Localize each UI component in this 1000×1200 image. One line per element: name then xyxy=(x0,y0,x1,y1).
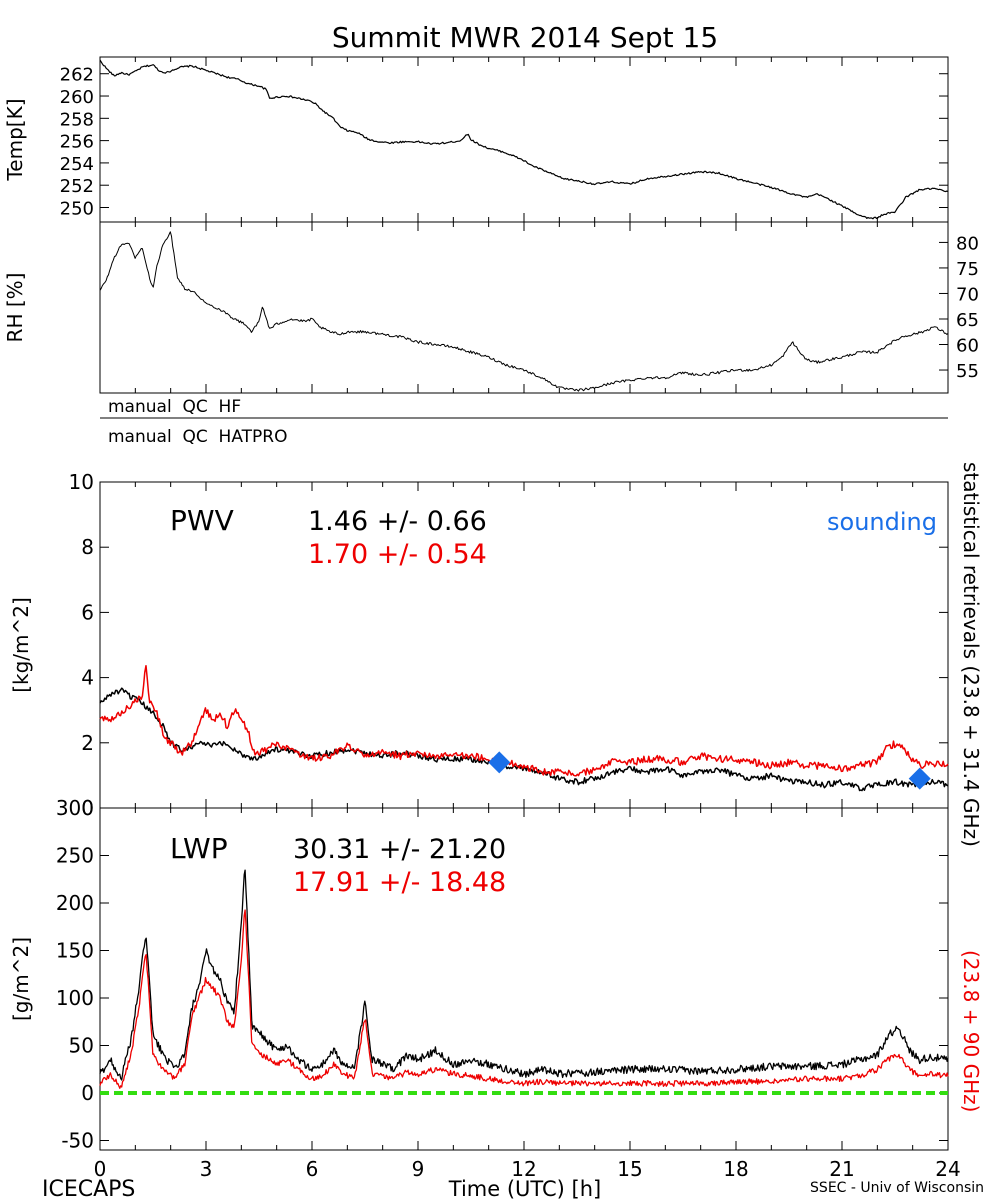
y-tick-label: -50 xyxy=(61,1129,94,1153)
series-line-black xyxy=(99,687,949,792)
figure-title: Summit MWR 2014 Sept 15 xyxy=(332,21,718,54)
series-line-red xyxy=(99,909,949,1089)
x-tick-label: 12 xyxy=(511,1157,536,1181)
x-tick-label: 15 xyxy=(617,1157,642,1181)
stat-red: 1.70 +/- 0.54 xyxy=(308,539,487,570)
y-axis-label: Temp[K] xyxy=(3,98,27,181)
y-tick-label: 250 xyxy=(56,844,94,868)
y-tick-label: 60 xyxy=(956,336,979,357)
y-tick-label: 10 xyxy=(69,470,94,494)
y-tick-label: 100 xyxy=(56,986,94,1010)
y-tick-label: 258 xyxy=(60,109,94,130)
x-tick-label: 24 xyxy=(935,1157,960,1181)
y-tick-label: 260 xyxy=(60,87,94,108)
y-tick-label: 0 xyxy=(81,1081,94,1105)
qc-label-hatpro: manual QC HATPRO xyxy=(108,427,287,447)
right-label-red: (23.8 + 90 GHz) xyxy=(959,950,983,1112)
stat-red: 17.91 +/- 18.48 xyxy=(293,867,506,898)
y-tick-label: 80 xyxy=(956,233,979,254)
y-tick-label: 262 xyxy=(60,65,94,86)
x-tick-label: 9 xyxy=(412,1157,425,1181)
qc-label-hf: manual QC HF xyxy=(108,397,241,417)
series-line-black xyxy=(99,869,949,1081)
panel-name: PWV xyxy=(170,504,234,537)
plot-frame xyxy=(99,221,949,394)
y-tick-label: 256 xyxy=(60,132,94,153)
y-tick-label: 254 xyxy=(60,154,94,175)
y-tick-label: 6 xyxy=(81,600,94,624)
series-line-red xyxy=(99,664,949,777)
x-axis-label: Time (UTC) [h] xyxy=(448,1177,601,1200)
y-tick-label: 65 xyxy=(956,310,979,331)
stat-black: 30.31 +/- 21.20 xyxy=(293,834,506,865)
y-tick-label: 200 xyxy=(56,891,94,915)
footer-left-label: ICECAPS xyxy=(42,1177,135,1200)
y-tick-label: 0 xyxy=(81,796,94,820)
y-tick-label: 250 xyxy=(60,199,94,220)
y-axis-label: [kg/m^2] xyxy=(9,597,33,693)
y-tick-label: 300 xyxy=(56,796,94,820)
y-tick-label: 8 xyxy=(81,535,94,559)
sounding-marker xyxy=(908,767,931,790)
x-tick-label: 18 xyxy=(723,1157,748,1181)
pwv-panel: 0 2 4 6 8 10 [kg/m^2] PWV 1.46 +/- 0.661.70 +/- … xyxy=(9,470,949,820)
series-line-black xyxy=(99,59,949,220)
y-tick-label: 4 xyxy=(81,666,94,690)
y-axis-label: [g/m^2] xyxy=(9,937,33,1021)
y-axis-label: RH [%] xyxy=(3,273,27,343)
right-label-black: statistical retrievals (23.8 + 31.4 GHz) xyxy=(959,462,983,847)
stat-black: 1.46 +/- 0.66 xyxy=(308,506,487,537)
x-tick-label: 3 xyxy=(200,1157,213,1181)
y-tick-label: 55 xyxy=(956,361,979,382)
y-tick-label: 252 xyxy=(60,176,94,197)
sounding-legend: sounding xyxy=(827,508,937,536)
plot-frame xyxy=(99,56,949,223)
y-tick-label: 150 xyxy=(56,939,94,963)
y-tick-label: 75 xyxy=(956,259,979,280)
y-tick-label: 70 xyxy=(956,284,979,305)
x-tick-label: 0 xyxy=(94,1157,107,1181)
relative-humidity-panel: 55 60 65 70 75 80 RH [%] xyxy=(3,221,979,394)
y-tick-label: 50 xyxy=(69,1034,94,1058)
footer-credit: SSEC - Univ of Wisconsin xyxy=(810,1180,984,1196)
series-line-black xyxy=(99,231,949,392)
sounding-marker xyxy=(488,751,511,774)
x-tick-label: 21 xyxy=(829,1157,854,1181)
panel-name: LWP xyxy=(170,832,228,865)
x-tick-label: 6 xyxy=(306,1157,319,1181)
y-tick-label: 2 xyxy=(81,731,94,755)
